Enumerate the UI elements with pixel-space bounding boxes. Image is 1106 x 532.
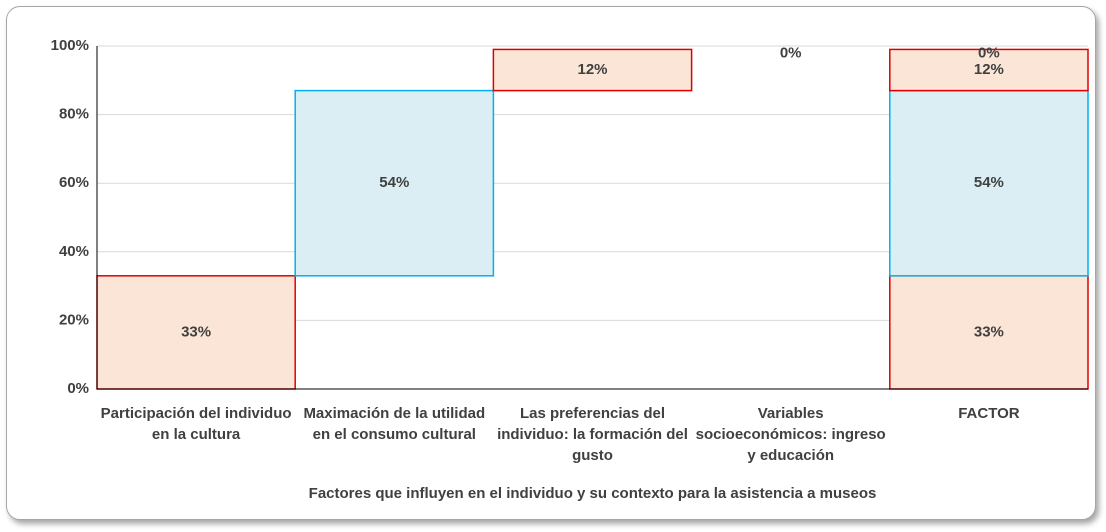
data-label: 54% <box>379 174 409 191</box>
data-label: 12% <box>974 61 1004 78</box>
x-tick-label: Maximación de la utilidad en el consumo … <box>303 405 486 443</box>
y-tick-label: 20% <box>59 311 89 328</box>
data-label: 0% <box>780 44 802 61</box>
data-label: 54% <box>974 174 1004 191</box>
y-tick-label: 0% <box>67 380 89 397</box>
data-label: 12% <box>577 61 607 78</box>
bar <box>294 89 495 277</box>
bar <box>889 48 1089 92</box>
y-tick-label: 100% <box>51 37 89 54</box>
y-tick-label: 60% <box>59 174 89 191</box>
x-tick-label: Variables socioeconómicos: ingreso y edu… <box>695 405 886 464</box>
x-tick-label: FACTOR <box>958 405 1020 422</box>
y-tick-label: 80% <box>59 106 89 123</box>
data-label: 33% <box>974 323 1004 340</box>
x-axis-title: Factores que influyen en el individuo y … <box>308 485 877 502</box>
x-tick-label: Participación del individuo en la cultur… <box>100 405 292 443</box>
data-label: 33% <box>181 323 211 340</box>
bar <box>492 48 693 92</box>
bar <box>889 89 1089 277</box>
data-label: 0% <box>978 44 1000 61</box>
bar <box>889 275 1089 390</box>
y-tick-label: 40% <box>59 243 89 260</box>
x-tick-label: Las preferencias del individuo: la forma… <box>497 405 688 464</box>
